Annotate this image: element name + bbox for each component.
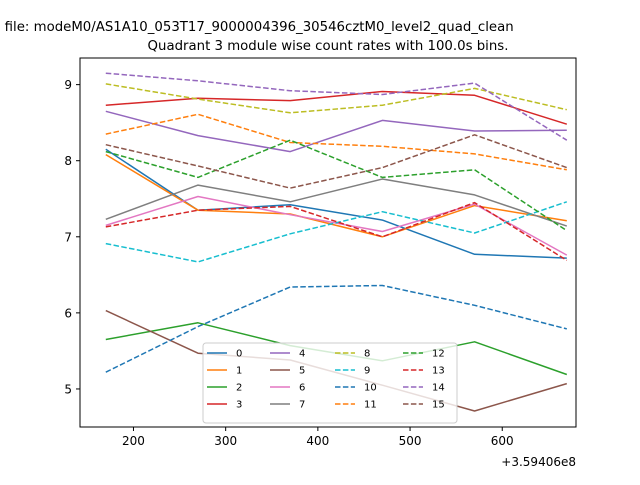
chart-suptitle: n file: modeM0/AS1A10_053T17_9000004396_… [0, 20, 514, 35]
legend-label-6: 6 [299, 383, 305, 394]
series-line-7 [105, 178, 568, 227]
legend-box [202, 342, 458, 424]
x-tick-label: 500 [399, 434, 422, 448]
legend-label-7: 7 [299, 400, 305, 411]
y-tick-label: 7 [64, 230, 72, 244]
series-line-4 [105, 110, 567, 153]
series-line-9 [105, 201, 568, 263]
y-tick-label: 9 [64, 78, 72, 92]
series-line-3 [105, 90, 568, 125]
legend-label-11: 11 [364, 400, 377, 411]
axes-frame [79, 57, 577, 428]
x-axis: 200 300 400 500 600 [122, 427, 514, 448]
x-offset-label: +3.59406e8 [501, 455, 576, 469]
legend-label-0: 0 [236, 349, 242, 360]
legend-label-2: 2 [236, 383, 242, 394]
legend-label-9: 9 [364, 366, 370, 377]
x-tick-label: 200 [122, 434, 145, 448]
y-axis: 5 6 7 8 9 [64, 78, 80, 396]
legend-label-15: 15 [432, 400, 445, 411]
legend-label-1: 1 [236, 366, 242, 377]
legend-label-12: 12 [432, 349, 445, 360]
legend-label-3: 3 [236, 400, 242, 411]
x-tick-label: 400 [306, 434, 329, 448]
y-tick-label: 6 [64, 306, 72, 320]
series-line-12 [105, 139, 568, 232]
legend-label-8: 8 [364, 349, 370, 360]
series-line-15 [105, 134, 568, 189]
series-line-10 [105, 284, 567, 373]
series-line-11 [105, 113, 567, 171]
y-tick-label: 8 [64, 154, 72, 168]
legend-label-13: 13 [432, 366, 445, 377]
legend-label-4: 4 [299, 349, 305, 360]
x-tick-label: 600 [491, 434, 514, 448]
legend-label-10: 10 [364, 383, 377, 394]
y-tick-label: 5 [64, 382, 72, 396]
legend-label-14: 14 [432, 383, 445, 394]
series-line-14 [105, 72, 568, 141]
chart-title: Quadrant 3 module wise count rates with … [148, 39, 509, 54]
x-tick-label: 300 [214, 434, 237, 448]
legend-label-5: 5 [299, 366, 305, 377]
series-line-13 [105, 201, 568, 262]
series-line-0 [105, 148, 567, 259]
